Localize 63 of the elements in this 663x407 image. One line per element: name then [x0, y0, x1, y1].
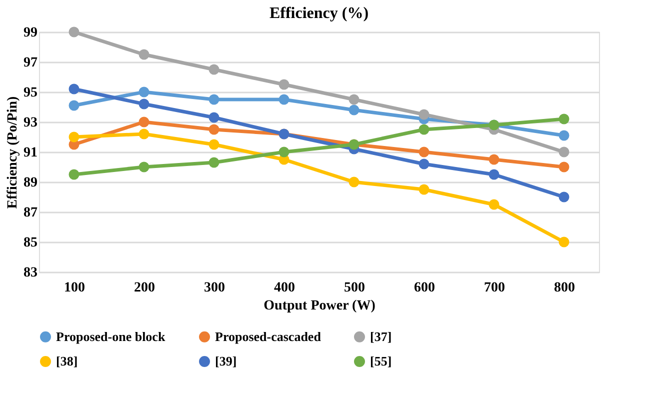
legend-label: [55]	[370, 354, 392, 368]
x-tick-label: 800	[554, 280, 575, 296]
point	[68, 26, 80, 38]
x-tick-label: 100	[64, 280, 85, 296]
point	[348, 94, 360, 105]
point	[278, 79, 290, 90]
point	[138, 86, 150, 98]
point	[348, 176, 360, 188]
point	[68, 169, 80, 180]
point	[418, 109, 430, 120]
point	[348, 104, 360, 116]
y-tick-label: 83	[24, 266, 38, 280]
point	[558, 192, 570, 202]
point	[558, 162, 570, 172]
y-tick-label: 87	[24, 206, 38, 220]
point	[208, 94, 220, 105]
point	[558, 236, 570, 248]
chart-title: Efficiency (%)	[269, 5, 369, 22]
legend-label: Proposed-one block	[56, 328, 166, 344]
legend-label: [37]	[370, 328, 392, 344]
point	[488, 154, 500, 165]
y-tick-label: 89	[24, 176, 38, 190]
point	[138, 116, 150, 128]
point	[488, 169, 500, 180]
x-tick-label: 200	[134, 280, 155, 296]
point	[418, 146, 430, 158]
point	[488, 199, 500, 210]
point	[68, 132, 80, 142]
point	[278, 146, 290, 158]
x-tick-label: 600	[414, 280, 435, 296]
y-tick-label: 99	[24, 26, 38, 40]
point	[278, 94, 290, 105]
y-axis-title: Efficiency (Po/Pin)	[6, 96, 20, 209]
point	[208, 64, 220, 75]
legend-label: [38]	[56, 354, 78, 368]
x-tick-label: 700	[484, 280, 505, 296]
x-tick-label: 300	[204, 280, 225, 296]
point	[208, 139, 220, 150]
point	[208, 112, 220, 123]
point	[68, 100, 80, 111]
point	[558, 146, 570, 158]
x-axis-title: Output Power (W)	[264, 298, 376, 314]
y-tick-label: 85	[24, 236, 38, 250]
point	[208, 157, 220, 168]
point	[558, 114, 570, 124]
point	[418, 184, 430, 195]
point	[208, 124, 220, 135]
point	[418, 158, 430, 170]
point	[138, 98, 150, 110]
x-tick-label: 400	[274, 280, 295, 296]
point	[138, 162, 150, 172]
y-tick-label: 93	[24, 116, 38, 130]
point	[138, 49, 150, 60]
y-tick-label: 91	[24, 146, 38, 160]
point	[418, 124, 430, 135]
point	[138, 128, 150, 140]
point	[558, 130, 570, 141]
point	[68, 84, 80, 94]
y-tick-label: 97	[24, 56, 38, 70]
x-tick-label: 500	[344, 280, 365, 296]
y-tick-label: 95	[24, 86, 38, 100]
legend-label: [39]	[215, 354, 237, 368]
legend-label: Proposed-cascaded	[215, 328, 322, 344]
